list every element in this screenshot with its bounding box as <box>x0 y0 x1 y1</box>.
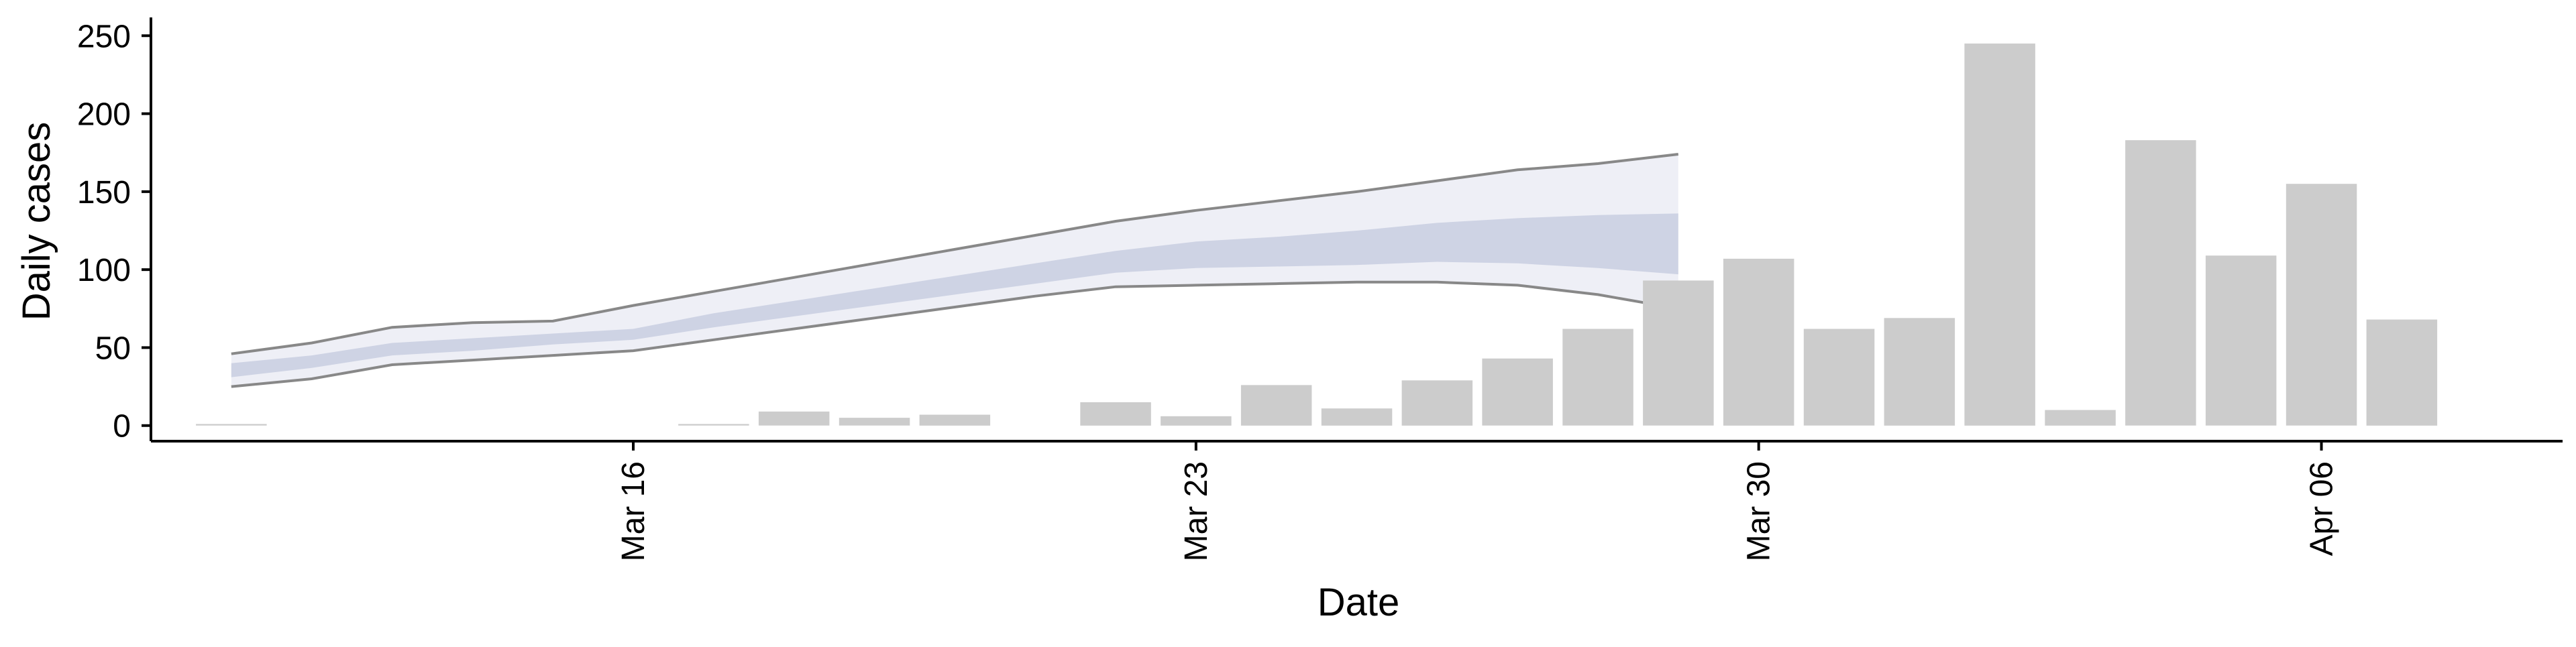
forecast-lower-line <box>231 280 1679 388</box>
bar <box>1401 380 1473 426</box>
bar <box>758 411 830 426</box>
bar <box>1723 258 1794 426</box>
bar <box>1803 329 1875 426</box>
x-tick-label: Mar 23 <box>1179 461 1214 561</box>
y-tick-label: 150 <box>77 175 131 211</box>
y-axis-title: Daily cases <box>15 122 58 321</box>
bar <box>839 418 910 426</box>
forecast-outer-band <box>231 154 1678 387</box>
bar <box>1321 408 1393 426</box>
axes-layer: 0 50 100 150 200 250 Mar 16 Mar 23 Mar 30 Apr 06 <box>77 17 2563 561</box>
bar <box>1964 43 2035 426</box>
bar <box>2045 410 2116 426</box>
y-tick-label: 0 <box>113 409 131 445</box>
x-tick-label: Mar 16 <box>616 461 651 561</box>
bar <box>1482 358 1553 426</box>
x-axis-title: Date <box>1318 581 1400 624</box>
bar <box>1080 402 1151 426</box>
forecast-upper-line <box>231 153 1679 355</box>
bar <box>1884 318 1955 426</box>
bar <box>1240 385 1312 426</box>
forecast-inner-band <box>231 213 1678 377</box>
bar <box>196 424 267 426</box>
x-tick-label: Apr 06 <box>2304 461 2340 556</box>
bar <box>1643 280 1714 426</box>
bar <box>678 424 749 426</box>
bar <box>1161 416 1232 426</box>
bar <box>2205 255 2277 426</box>
forecast-band-layer <box>231 153 1679 388</box>
y-tick-label: 50 <box>95 331 131 366</box>
bar <box>2286 184 2357 426</box>
bar <box>919 414 991 426</box>
x-tick-label: Mar 30 <box>1741 461 1777 561</box>
bar <box>2366 319 2438 426</box>
y-tick-label: 250 <box>77 19 131 54</box>
y-tick-label: 200 <box>77 97 131 133</box>
y-tick-label: 100 <box>77 253 131 288</box>
bar <box>2125 140 2196 426</box>
bar <box>1562 329 1633 426</box>
bars-layer <box>196 43 2438 426</box>
